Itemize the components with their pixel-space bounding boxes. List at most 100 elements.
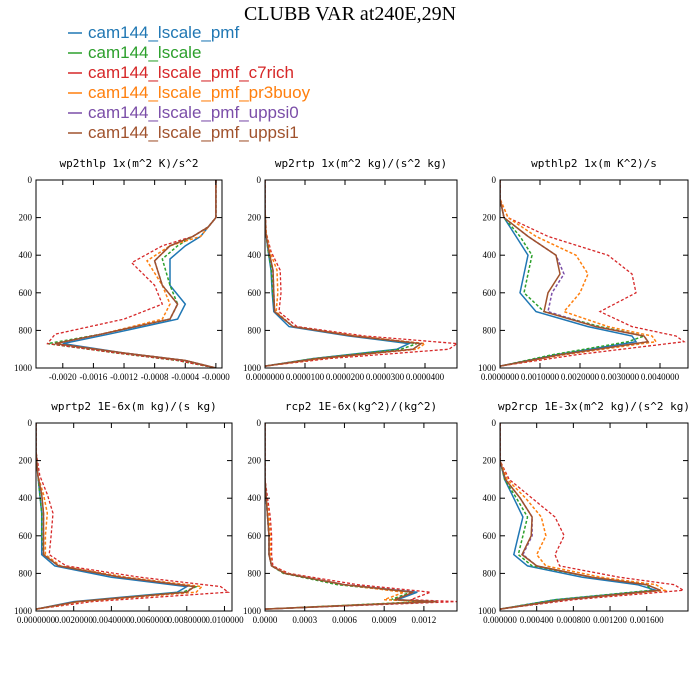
chart-panel: wp2rcp 1E-3x(m^2 kg)/(s^2 kg)0 200 400 600 8… <box>478 400 690 625</box>
y-tick-label: 600 <box>248 531 262 541</box>
x-tick-label: -0.0020 <box>49 372 77 382</box>
y-tick-label: 600 <box>483 531 497 541</box>
y-tick-label: 800 <box>19 325 33 335</box>
series-line <box>500 180 647 367</box>
panel-title: wp2rtp 1x(m^2 kg)/(s^2 kg) <box>275 157 447 170</box>
x-tick-label: 0.0009 <box>372 615 397 625</box>
x-tick-label: 0.0006 <box>332 615 357 625</box>
y-tick-label: 1000 <box>478 606 497 616</box>
panel-title: wp2rcp 1E-3x(m^2 kg)/(s^2 kg) <box>498 400 690 413</box>
y-tick-label: 200 <box>248 456 262 466</box>
y-tick-label: 400 <box>483 493 497 503</box>
panel-title: wprtp2 1E-6x(m kg)/(s kg) <box>51 400 217 413</box>
x-tick-label: 0.001600 <box>630 615 664 625</box>
x-tick-label: -0.0008 <box>141 372 169 382</box>
legend: cam144_lscale_pmfcam144_lscalecam144_lsc… <box>68 23 311 142</box>
x-tick-label: 0.0000000 <box>481 372 520 382</box>
legend-label: cam144_lscale_pmf_uppsi1 <box>88 123 299 142</box>
series-line <box>500 423 668 610</box>
chart-panel: wp2rtp 1x(m^2 kg)/(s^2 kg) 0 200 400 600 800 1… <box>243 157 458 382</box>
y-tick-label: 400 <box>483 250 497 260</box>
y-tick-label: 600 <box>248 288 262 298</box>
legend-label: cam144_lscale_pmf_pr3buoy <box>88 83 311 102</box>
y-tick-label: 0 <box>28 418 33 428</box>
series-line <box>54 180 217 368</box>
x-tick-label: 0.000400 <box>520 615 554 625</box>
x-tick-label: 0.0040000 <box>641 372 680 382</box>
plot-frame <box>264 179 458 369</box>
y-tick-label: 0 <box>492 418 497 428</box>
plot-frame <box>499 422 689 612</box>
x-tick-label: -0.0004 <box>171 372 199 382</box>
panel-title: wpthlp2 1x(m K^2)/s <box>531 157 657 170</box>
x-tick-label: 0.0000200 <box>326 372 365 382</box>
plot-frame <box>499 179 689 369</box>
legend-entry: cam144_lscale_pmf <box>68 23 239 42</box>
chart-panel: wp2thlp 1x(m^2 K)/s^2 0 200 400 600 800 1000 -0… <box>14 157 230 382</box>
plot-frame <box>35 179 223 369</box>
legend-entry: cam144_lscale <box>68 43 201 62</box>
x-tick-label: -0.0016 <box>80 372 108 382</box>
series-line <box>265 423 438 610</box>
x-tick-label: 0.000800 <box>556 615 590 625</box>
series-line <box>500 180 650 367</box>
x-tick-label: 0.0000 <box>253 615 278 625</box>
x-tick-label: -0.0012 <box>110 372 138 382</box>
chart-panel: rcp2 1E-6x(kg^2)/(kg^2) 0 200 400 600 800 1000… <box>243 400 458 625</box>
y-tick-label: 0 <box>257 175 262 185</box>
legend-label: cam144_lscale_pmf_c7rich <box>88 63 294 82</box>
y-tick-label: 0 <box>492 175 497 185</box>
y-tick-label: 400 <box>248 493 262 503</box>
series-line <box>265 423 431 610</box>
y-tick-label: 600 <box>19 288 33 298</box>
series-line <box>265 180 412 367</box>
x-tick-label: 0.0000400 <box>406 372 445 382</box>
series-line <box>265 423 424 610</box>
figure-title: CLUBB VAR at240E,29N <box>244 3 456 25</box>
y-tick-label: 600 <box>19 531 33 541</box>
y-tick-label: 600 <box>483 288 497 298</box>
legend-entry: cam144_lscale_pmf_pr3buoy <box>68 83 311 102</box>
series-line <box>500 423 661 610</box>
y-tick-label: 1000 <box>14 363 33 373</box>
x-tick-label: 0.0000100 <box>286 372 325 382</box>
series-line <box>62 180 217 368</box>
y-tick-label: 800 <box>483 568 497 578</box>
y-tick-label: 200 <box>483 213 497 223</box>
x-tick-label: 0.001200 <box>593 615 627 625</box>
legend-label: cam144_lscale_pmf <box>88 23 239 42</box>
series-line <box>500 423 653 610</box>
series-line <box>265 180 424 367</box>
y-tick-label: 800 <box>248 325 262 335</box>
x-tick-label: 0.0012 <box>412 615 437 625</box>
y-tick-label: 800 <box>248 568 262 578</box>
y-tick-label: 400 <box>19 250 33 260</box>
y-tick-label: 1000 <box>243 363 262 373</box>
y-tick-label: 400 <box>248 250 262 260</box>
legend-entry: cam144_lscale_pmf_c7rich <box>68 63 294 82</box>
y-tick-label: 1000 <box>14 606 33 616</box>
y-tick-label: 0 <box>28 175 33 185</box>
y-tick-label: 1000 <box>243 606 262 616</box>
legend-entry: cam144_lscale_pmf_uppsi0 <box>68 103 299 122</box>
y-tick-label: 1000 <box>478 363 497 373</box>
y-tick-label: 200 <box>19 213 33 223</box>
series-line <box>265 423 457 610</box>
series-line <box>500 423 661 610</box>
x-tick-label: 0.0080000 <box>168 615 207 625</box>
x-tick-label: 0.0100000 <box>205 615 244 625</box>
x-tick-label: 0.0000300 <box>366 372 405 382</box>
series-line <box>265 423 438 610</box>
y-tick-label: 800 <box>483 325 497 335</box>
legend-entry: cam144_lscale_pmf_uppsi1 <box>68 123 299 142</box>
panel-title: rcp2 1E-6x(kg^2)/(kg^2) <box>285 400 437 413</box>
x-tick-label: 0.0020000 <box>55 615 94 625</box>
legend-label: cam144_lscale_pmf_uppsi0 <box>88 103 299 122</box>
x-tick-label: 0.000000 <box>483 615 517 625</box>
series-line <box>265 180 428 367</box>
series-line <box>265 423 438 610</box>
x-tick-label: 0.0040000 <box>92 615 131 625</box>
plot-frame <box>264 422 458 612</box>
series-line <box>500 180 638 367</box>
